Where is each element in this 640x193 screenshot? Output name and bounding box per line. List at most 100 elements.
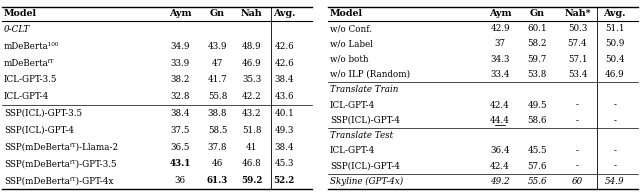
Text: 50.4: 50.4 xyxy=(605,55,625,64)
Text: 49.2: 49.2 xyxy=(490,177,510,186)
Text: 59.7: 59.7 xyxy=(527,55,547,64)
Text: SSP(ICL)-GPT-4: SSP(ICL)-GPT-4 xyxy=(330,116,400,125)
Text: w/o both: w/o both xyxy=(330,55,369,64)
Text: 36.4: 36.4 xyxy=(490,146,510,155)
Text: 36.5: 36.5 xyxy=(171,142,190,152)
Text: 48.9: 48.9 xyxy=(242,42,261,51)
Text: w/o Label: w/o Label xyxy=(330,39,373,48)
Text: SSP(mDeBertaᶠᵀ)-GPT-3.5: SSP(mDeBertaᶠᵀ)-GPT-3.5 xyxy=(4,159,116,168)
Text: Model: Model xyxy=(330,9,363,19)
Text: Skyline (GPT-4x): Skyline (GPT-4x) xyxy=(330,177,403,186)
Text: 38.8: 38.8 xyxy=(208,109,227,118)
Text: 55.6: 55.6 xyxy=(527,177,547,186)
Text: 40.1: 40.1 xyxy=(274,109,294,118)
Text: 36: 36 xyxy=(175,176,186,185)
Text: 45.3: 45.3 xyxy=(275,159,294,168)
Text: SSP(ICL)-GPT-3.5: SSP(ICL)-GPT-3.5 xyxy=(4,109,82,118)
Text: -: - xyxy=(576,146,579,155)
Text: 45.5: 45.5 xyxy=(527,146,547,155)
Text: Aym: Aym xyxy=(489,9,511,19)
Text: 52.2: 52.2 xyxy=(273,176,295,185)
Text: Aym: Aym xyxy=(169,9,191,19)
Text: 46: 46 xyxy=(212,159,223,168)
Text: 47: 47 xyxy=(212,58,223,68)
Text: 57.4: 57.4 xyxy=(568,39,588,48)
Text: 38.4: 38.4 xyxy=(170,109,190,118)
Text: 49.3: 49.3 xyxy=(275,126,294,135)
Text: 46.9: 46.9 xyxy=(242,58,261,68)
Text: 51.8: 51.8 xyxy=(242,126,261,135)
Text: 41: 41 xyxy=(246,142,257,152)
Text: Translate Train: Translate Train xyxy=(330,85,398,94)
Text: 51.1: 51.1 xyxy=(605,24,625,33)
Text: w/o ILP (Random): w/o ILP (Random) xyxy=(330,70,410,79)
Text: 50.9: 50.9 xyxy=(605,39,625,48)
Text: Avg.: Avg. xyxy=(273,9,295,19)
Text: 38.2: 38.2 xyxy=(170,75,190,84)
Text: ICL-GPT-4: ICL-GPT-4 xyxy=(4,92,49,101)
Text: 53.8: 53.8 xyxy=(527,70,547,79)
Text: 46.8: 46.8 xyxy=(242,159,261,168)
Text: 44.4: 44.4 xyxy=(490,116,510,125)
Text: 42.6: 42.6 xyxy=(274,58,294,68)
Text: 38.4: 38.4 xyxy=(275,75,294,84)
Text: 33.4: 33.4 xyxy=(490,70,510,79)
Text: 32.8: 32.8 xyxy=(170,92,190,101)
Text: 38.4: 38.4 xyxy=(275,142,294,152)
Text: ICL-GPT-4: ICL-GPT-4 xyxy=(330,101,376,109)
Text: 58.2: 58.2 xyxy=(527,39,547,48)
Text: -: - xyxy=(576,162,579,171)
Text: -: - xyxy=(613,116,616,125)
Text: 60.1: 60.1 xyxy=(527,24,547,33)
Text: 42.4: 42.4 xyxy=(490,162,510,171)
Text: 58.6: 58.6 xyxy=(527,116,547,125)
Text: Gn: Gn xyxy=(530,9,545,19)
Text: Translate Test: Translate Test xyxy=(330,131,393,140)
Text: 60: 60 xyxy=(572,177,583,186)
Text: 58.5: 58.5 xyxy=(208,126,227,135)
Text: 49.5: 49.5 xyxy=(527,101,547,109)
Text: 35.3: 35.3 xyxy=(242,75,261,84)
Text: Avg.: Avg. xyxy=(604,9,626,19)
Text: 34.9: 34.9 xyxy=(170,42,190,51)
Text: 37.5: 37.5 xyxy=(171,126,190,135)
Text: ICL-GPT-4: ICL-GPT-4 xyxy=(330,146,376,155)
Text: mDeBertaᶠᵀ: mDeBertaᶠᵀ xyxy=(4,58,54,68)
Text: 50.3: 50.3 xyxy=(568,24,588,33)
Text: 54.9: 54.9 xyxy=(605,177,625,186)
Text: -: - xyxy=(613,146,616,155)
Text: 43.9: 43.9 xyxy=(208,42,227,51)
Text: 43.1: 43.1 xyxy=(170,159,191,168)
Text: -: - xyxy=(613,101,616,109)
Text: 34.3: 34.3 xyxy=(490,55,510,64)
Text: Nah: Nah xyxy=(241,9,262,19)
Text: 55.8: 55.8 xyxy=(208,92,227,101)
Text: 42.9: 42.9 xyxy=(490,24,510,33)
Text: Nah*: Nah* xyxy=(564,9,591,19)
Text: SSP(ICL)-GPT-4: SSP(ICL)-GPT-4 xyxy=(330,162,400,171)
Text: -: - xyxy=(613,162,616,171)
Text: 46.9: 46.9 xyxy=(605,70,625,79)
Text: 42.2: 42.2 xyxy=(242,92,261,101)
Text: 42.6: 42.6 xyxy=(274,42,294,51)
Text: Gn: Gn xyxy=(210,9,225,19)
Text: 59.2: 59.2 xyxy=(241,176,262,185)
Text: 37: 37 xyxy=(495,39,506,48)
Text: -: - xyxy=(576,101,579,109)
Text: 57.1: 57.1 xyxy=(568,55,588,64)
Text: 57.6: 57.6 xyxy=(527,162,547,171)
Text: Model: Model xyxy=(4,9,37,19)
Text: 43.2: 43.2 xyxy=(242,109,261,118)
Text: SSP(mDeBertaᶠᵀ)-GPT-4x: SSP(mDeBertaᶠᵀ)-GPT-4x xyxy=(4,176,113,185)
Text: ICL-GPT-3.5: ICL-GPT-3.5 xyxy=(4,75,58,84)
Text: -: - xyxy=(576,116,579,125)
Text: 33.9: 33.9 xyxy=(171,58,190,68)
Text: 53.4: 53.4 xyxy=(568,70,588,79)
Text: 61.3: 61.3 xyxy=(207,176,228,185)
Text: 42.4: 42.4 xyxy=(490,101,510,109)
Text: 37.8: 37.8 xyxy=(208,142,227,152)
Text: w/o Conf.: w/o Conf. xyxy=(330,24,372,33)
Text: SSP(ICL)-GPT-4: SSP(ICL)-GPT-4 xyxy=(4,126,74,135)
Text: 41.7: 41.7 xyxy=(207,75,227,84)
Text: 43.6: 43.6 xyxy=(275,92,294,101)
